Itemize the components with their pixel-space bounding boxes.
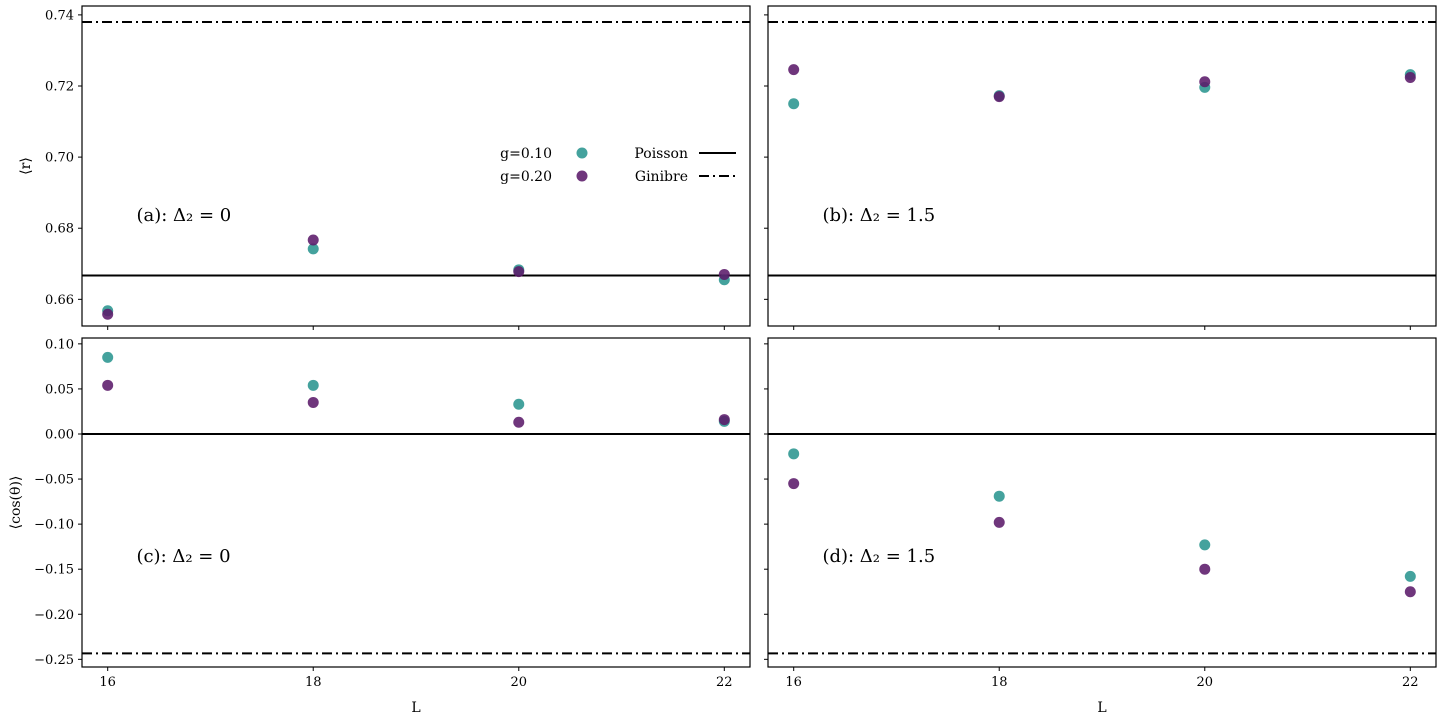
legend-label: g=0.20 <box>500 169 552 185</box>
y-axis-label: ⟨r⟩ <box>18 157 34 175</box>
legend-label: Poisson <box>634 146 688 162</box>
y-tick-label: 0.68 <box>45 222 74 237</box>
panel-c: 16 18 20 22 0.10 0.05 0.00 −0.05 −0.10 −0.15 −0.20… <box>8 337 751 716</box>
legend-label: g=0.10 <box>500 146 552 162</box>
x-tick-label: 16 <box>785 675 802 690</box>
x-tick-label: 20 <box>510 675 527 690</box>
point-g-0.10-L20 <box>513 398 525 410</box>
point-g-0.10-L20 <box>1199 539 1211 551</box>
x-tick-label: 18 <box>305 675 322 690</box>
y-tick-label: −0.15 <box>34 563 74 578</box>
point-g-0.20-L22 <box>718 414 730 426</box>
x-tick-label: 16 <box>99 675 116 690</box>
point-g-0.10-L18 <box>307 379 319 391</box>
point-g-0.10-L18 <box>993 490 1005 502</box>
point-g-0.10-L18 <box>307 243 319 255</box>
point-g-0.20-L22 <box>1404 71 1416 83</box>
y-tick-label: −0.20 <box>34 608 74 623</box>
point-g-0.20-L18 <box>307 396 319 408</box>
point-g-0.10-L16 <box>788 448 800 460</box>
x-tick-label: 18 <box>991 675 1008 690</box>
panel-a: 0.66 0.68 0.70 0.72 0.74 ⟨r⟩ (a): Δ₂ = 0 g=0.10… <box>18 5 751 330</box>
legend: g=0.10 g=0.20 Poisson Ginibre <box>500 146 736 185</box>
point-g-0.20-L18 <box>993 516 1005 528</box>
point-g-0.10-L22 <box>1404 570 1416 582</box>
point-g-0.20-L20 <box>513 266 525 278</box>
panel-annotation: (a): Δ₂ = 0 <box>136 205 231 226</box>
panel-annotation: (d): Δ₂ = 1.5 <box>822 546 935 567</box>
axes-frame <box>81 5 751 327</box>
panel-d: 16 18 20 22 L (d): Δ₂ = 1.5 <box>764 337 1437 716</box>
point-g-0.20-L22 <box>718 268 730 280</box>
y-tick-label: −0.05 <box>34 473 74 488</box>
legend-marker <box>576 147 588 159</box>
point-g-0.20-L16 <box>102 308 114 320</box>
y-tick-label: 0.74 <box>45 8 74 23</box>
panel-annotation: (c): Δ₂ = 0 <box>136 546 230 567</box>
legend-marker <box>576 170 588 182</box>
y-tick-label: −0.25 <box>34 653 74 668</box>
point-g-0.20-L20 <box>513 416 525 428</box>
y-tick-label: 0.10 <box>45 337 74 352</box>
axes-frame <box>81 337 751 668</box>
y-axis-label: ⟨cos(θ)⟩ <box>8 476 24 530</box>
panel-b: (b): Δ₂ = 1.5 <box>764 5 1437 330</box>
point-g-0.20-L16 <box>102 379 114 391</box>
point-g-0.10-L16 <box>102 351 114 363</box>
point-g-0.20-L20 <box>1199 563 1211 575</box>
y-tick-label: 0.66 <box>45 293 74 308</box>
legend-label: Ginibre <box>635 169 688 185</box>
x-axis-label: L <box>1097 700 1106 716</box>
panel-annotation: (b): Δ₂ = 1.5 <box>822 205 935 226</box>
point-g-0.20-L16 <box>788 64 800 76</box>
point-g-0.20-L16 <box>788 478 800 490</box>
y-tick-label: 0.72 <box>45 80 74 95</box>
y-tick-label: −0.10 <box>34 518 74 533</box>
x-axis-label: L <box>411 700 420 716</box>
y-tick-label: 0.05 <box>45 382 74 397</box>
axes-frame <box>767 337 1437 668</box>
y-tick-label: 0.70 <box>45 151 74 166</box>
x-tick-label: 20 <box>1196 675 1213 690</box>
x-tick-label: 22 <box>1402 675 1419 690</box>
y-tick-label: 0.00 <box>45 427 74 442</box>
x-tick-label: 22 <box>716 675 733 690</box>
point-g-0.10-L16 <box>788 98 800 110</box>
axes-frame <box>767 5 1437 327</box>
point-g-0.20-L18 <box>993 91 1005 103</box>
point-g-0.20-L20 <box>1199 76 1211 88</box>
point-g-0.20-L18 <box>307 234 319 246</box>
point-g-0.20-L22 <box>1404 586 1416 598</box>
